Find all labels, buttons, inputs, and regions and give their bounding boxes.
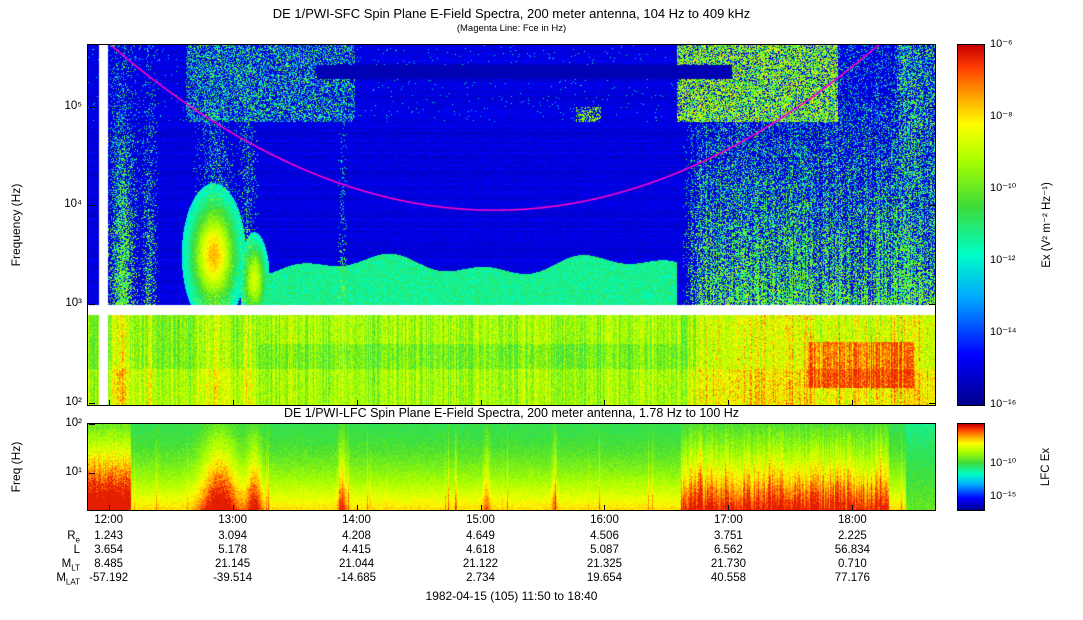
ephemeris-value: 40.558 [710, 572, 746, 584]
ephemeris-value: 21.325 [586, 558, 623, 570]
lfc-time-tick-mark [604, 505, 606, 510]
sfc-panel-title: DE 1/PWI-SFC Spin Plane E-Field Spectra,… [272, 6, 751, 21]
ephemeris-value: 21.145 [215, 558, 251, 570]
ephemeris-value: 5.087 [590, 544, 619, 556]
sfc-y-axis-label: Frequency (Hz) [9, 183, 23, 267]
sfc-time-tick-mark [604, 400, 606, 405]
lfc-spectrogram-canvas [87, 423, 936, 511]
ephemeris-value: 77.176 [834, 572, 870, 584]
sfc-colorbar [957, 44, 985, 406]
sfc-ytick-mark-right [929, 205, 935, 207]
lfc-time-tick-mark [728, 505, 730, 510]
sfc-spectrogram-canvas [87, 44, 936, 406]
lfc-time-tick-mark [852, 505, 854, 510]
lfc-colorbar-tick-label: 10⁻¹⁵ [990, 490, 1017, 503]
sfc-ytick-label: 10⁴ [64, 198, 82, 211]
ephemeris-value: 4.649 [466, 530, 495, 542]
sfc-colorbar-tick-label: 10⁻¹⁴ [990, 326, 1017, 338]
sfc-colorbar-tick-label: 10⁻¹⁶ [990, 398, 1017, 410]
ephemeris-value: -57.192 [89, 572, 129, 584]
ephemeris-row-label: MLAT [56, 572, 80, 587]
time-tick-label: 13:00 [218, 514, 247, 526]
lfc-time-tick-mark [108, 505, 110, 510]
sfc-ytick-label: 10³ [65, 297, 82, 310]
lfc-time-tick-mark [356, 505, 358, 510]
ephemeris-value: 2.734 [466, 572, 495, 584]
sfc-time-tick-mark [108, 400, 110, 405]
sfc-ytick-label: 10² [65, 395, 82, 408]
sfc-time-tick-mark [232, 400, 234, 405]
lfc-ytick-label: 10² [65, 417, 82, 429]
lfc-time-tick-mark [480, 505, 482, 510]
sfc-ytick-mark [89, 402, 95, 404]
ephemeris-value: -14.685 [337, 572, 377, 584]
ephemeris-value: 3.094 [218, 530, 247, 542]
sfc-colorbar-tick-label: 10⁻¹² [990, 254, 1016, 266]
sfc-ytick-mark-right [929, 106, 935, 108]
sfc-time-tick-mark [852, 400, 854, 405]
sfc-time-tick-mark [480, 400, 482, 405]
time-tick-label: 18:00 [837, 514, 867, 526]
sfc-colorbar-tick-label: 10⁻⁶ [990, 38, 1013, 50]
lfc-ytick-mark [89, 473, 95, 475]
lfc-ytick-mark [89, 424, 95, 425]
time-tick-label: 16:00 [590, 514, 619, 526]
sfc-colorbar-tick-label: 10⁻¹⁰ [990, 182, 1017, 194]
ephemeris-value: 3.751 [714, 530, 743, 542]
ephemeris-row-label: L [73, 544, 80, 556]
lfc-panel-title: DE 1/PWI-LFC Spin Plane E-Field Spectra,… [283, 406, 740, 420]
ephemeris-value: 3.654 [94, 544, 124, 556]
sfc-colorbar-label: Ex (V² m⁻² Hz⁻¹) [1041, 182, 1053, 268]
sfc-ytick-mark-right [929, 402, 935, 404]
sfc-panel-subtitle: (Magenta Line: Fce in Hz) [456, 23, 567, 34]
ephemeris-row-label: Re [67, 530, 80, 545]
sfc-ytick-label: 10⁵ [64, 99, 82, 112]
time-tick-label: 17:00 [714, 514, 743, 526]
sfc-ytick-mark [89, 205, 95, 207]
ephemeris-value: 6.562 [714, 544, 743, 556]
sfc-colorbar-tick-label: 10⁻⁸ [990, 110, 1013, 122]
date-range-footer: 1982-04-15 (105) 11:50 to 18:40 [425, 589, 598, 603]
lfc-y-axis-label: Freq (Hz) [9, 441, 23, 493]
ephemeris-value: 1.243 [94, 530, 124, 542]
ephemeris-value: -39.514 [213, 572, 253, 584]
ephemeris-value: 4.208 [342, 530, 371, 542]
sfc-ytick-mark [89, 106, 95, 108]
lfc-colorbar-tick-label: 10⁻¹⁰ [990, 457, 1017, 470]
ephemeris-value: 5.178 [218, 544, 247, 556]
time-tick-label: 12:00 [94, 514, 124, 526]
time-tick-label: 14:00 [342, 514, 371, 526]
sfc-time-tick-mark [356, 400, 358, 405]
sfc-ytick-mark-right [929, 304, 935, 306]
lfc-colorbar-label: LFC Ex [1040, 447, 1052, 487]
ephemeris-value: 56.834 [834, 544, 870, 556]
time-tick-label: 15:00 [466, 514, 495, 526]
ephemeris-value: 19.654 [586, 572, 623, 584]
ephemeris-value: 4.415 [342, 544, 371, 556]
ephemeris-value: 8.485 [94, 558, 124, 570]
ephemeris-value: 0.710 [837, 558, 867, 570]
lfc-ytick-label: 10¹ [65, 466, 82, 479]
ephemeris-row-label: MLT [61, 558, 80, 573]
lfc-time-tick-mark [232, 505, 234, 510]
lfc-colorbar [957, 423, 985, 511]
ephemeris-value: 4.618 [466, 544, 495, 556]
sfc-time-tick-mark [728, 400, 730, 405]
ephemeris-value: 21.044 [338, 558, 375, 570]
ephemeris-value: 21.122 [462, 558, 499, 570]
ephemeris-value: 2.225 [837, 530, 867, 542]
sfc-ytick-mark [89, 304, 95, 306]
ephemeris-value: 4.506 [590, 530, 619, 542]
ephemeris-value: 21.730 [710, 558, 746, 570]
